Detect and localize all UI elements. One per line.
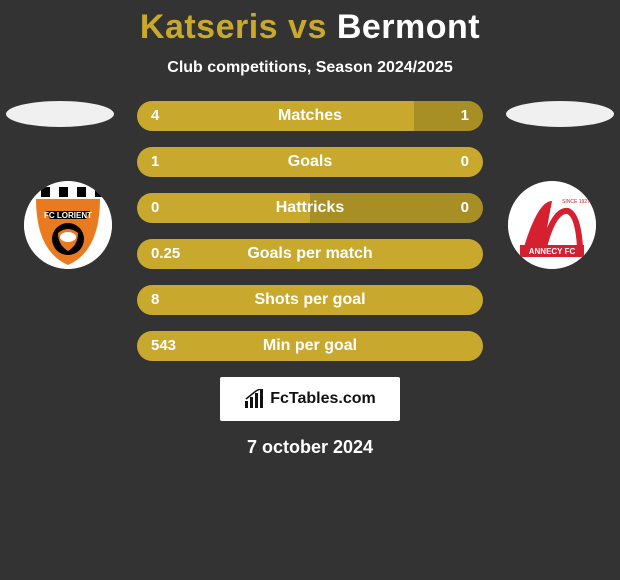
branding-text: FcTables.com [270, 390, 376, 408]
stat-value-right: 0 [461, 147, 469, 177]
national-badge-right [506, 101, 614, 127]
branding-badge[interactable]: FcTables.com [220, 377, 400, 421]
stat-value-right: 0 [461, 193, 469, 223]
svg-text:ANNECY FC: ANNECY FC [529, 247, 576, 256]
stat-value-left: 543 [151, 331, 176, 361]
stat-row: Min per goal543 [137, 331, 483, 361]
club-badge-left: FC LORIENT [24, 181, 112, 269]
svg-text:FC LORIENT: FC LORIENT [44, 211, 92, 220]
chart-icon [244, 389, 264, 409]
lorient-logo-icon: FC LORIENT [24, 181, 112, 269]
stat-row: Hattricks0 0 [137, 193, 483, 223]
club-badge-right: ANNECY FC SINCE 1927 [508, 181, 596, 269]
stat-label: Matches [137, 101, 483, 131]
main-area: FC LORIENT ANNECY FC SINCE 1927 Matches4… [0, 101, 620, 361]
annecy-logo-icon: ANNECY FC SINCE 1927 [508, 181, 596, 269]
stat-value-left: 0.25 [151, 239, 180, 269]
player2-name: Bermont [337, 8, 480, 46]
stat-label: Goals [137, 147, 483, 177]
stats-container: Matches41Goals10Hattricks00Goals per mat… [137, 101, 483, 361]
stat-label: Shots per goal [137, 285, 483, 315]
stat-value-left: 8 [151, 285, 159, 315]
subtitle: Club competitions, Season 2024/2025 [0, 59, 620, 77]
stat-row: Shots per goal8 [137, 285, 483, 315]
comparison-title: Katseris vs Bermont [0, 0, 620, 47]
stat-value-left: 4 [151, 101, 159, 131]
comparison-date: 7 october 2024 [0, 437, 620, 458]
stat-row: Goals1 0 [137, 147, 483, 177]
title-separator: vs [278, 8, 337, 46]
stat-label: Goals per match [137, 239, 483, 269]
stat-value-right: 1 [461, 101, 469, 131]
stat-label: Hattricks [137, 193, 483, 223]
stat-row: Goals per match0.25 [137, 239, 483, 269]
stat-value-left: 1 [151, 147, 159, 177]
stat-row: Matches4 1 [137, 101, 483, 131]
svg-text:SINCE 1927: SINCE 1927 [562, 199, 590, 205]
player1-name: Katseris [140, 8, 278, 46]
stat-label: Min per goal [137, 331, 483, 361]
stat-value-left: 0 [151, 193, 159, 223]
national-badge-left [6, 101, 114, 127]
